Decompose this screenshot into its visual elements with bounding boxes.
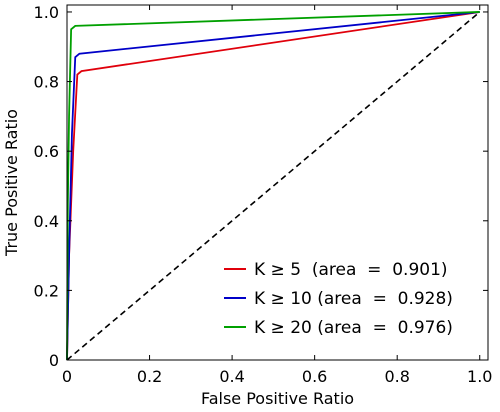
y-tick-label: 1.0 bbox=[34, 3, 59, 22]
y-tick-label: 0.2 bbox=[34, 281, 59, 300]
y-tick-label: 0.4 bbox=[34, 212, 59, 231]
x-tick-label: 0.6 bbox=[302, 367, 327, 386]
y-tick-label: 0.8 bbox=[34, 73, 59, 92]
y-tick-label: 0 bbox=[49, 351, 59, 370]
roc-series-line-1 bbox=[66, 11, 480, 361]
x-tick-label: 0.2 bbox=[137, 367, 162, 386]
plot-frame bbox=[66, 4, 489, 361]
tick-layer: 0 0.2 0.4 0.6 0.8 1.0 0 0.2 0.4 0.6 0.8 1.0 bbox=[34, 3, 493, 386]
y-axis-label: True Positive Ratio bbox=[2, 109, 21, 257]
legend-entry: K ≥ 20 (area = 0.976) bbox=[254, 318, 453, 338]
legend: K ≥ 5 (area = 0.901) K ≥ 10 (area = 0.928… bbox=[224, 260, 453, 338]
legend-entry: K ≥ 10 (area = 0.928) bbox=[254, 289, 453, 309]
x-axis-label: False Positive Ratio bbox=[201, 389, 354, 408]
x-tick-label: 0 bbox=[62, 367, 72, 386]
x-tick-label: 0.4 bbox=[219, 367, 244, 386]
x-tick-label: 1.0 bbox=[467, 367, 492, 386]
legend-entry: K ≥ 5 (area = 0.901) bbox=[254, 260, 448, 280]
x-tick-label: 0.8 bbox=[384, 367, 409, 386]
y-tick-label: 0.6 bbox=[34, 142, 59, 161]
plot-layer bbox=[66, 11, 481, 361]
roc-series-line-2 bbox=[66, 11, 480, 361]
